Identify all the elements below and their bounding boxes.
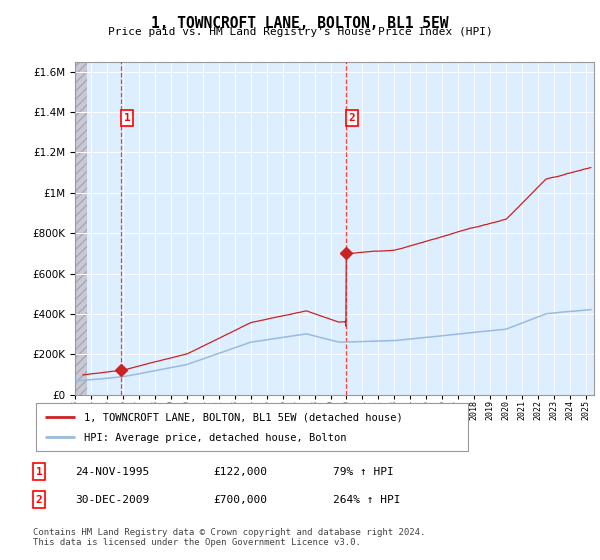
Text: HPI: Average price, detached house, Bolton: HPI: Average price, detached house, Bolt… bbox=[83, 433, 346, 444]
Text: 1: 1 bbox=[35, 466, 43, 477]
Text: Contains HM Land Registry data © Crown copyright and database right 2024.
This d: Contains HM Land Registry data © Crown c… bbox=[33, 528, 425, 547]
Text: £700,000: £700,000 bbox=[213, 494, 267, 505]
Text: 30-DEC-2009: 30-DEC-2009 bbox=[75, 494, 149, 505]
Text: 79% ↑ HPI: 79% ↑ HPI bbox=[333, 466, 394, 477]
FancyBboxPatch shape bbox=[36, 403, 468, 451]
Text: 24-NOV-1995: 24-NOV-1995 bbox=[75, 466, 149, 477]
Text: 264% ↑ HPI: 264% ↑ HPI bbox=[333, 494, 401, 505]
Text: 2: 2 bbox=[349, 113, 355, 123]
Text: 1, TOWNCROFT LANE, BOLTON, BL1 5EW (detached house): 1, TOWNCROFT LANE, BOLTON, BL1 5EW (deta… bbox=[83, 413, 402, 422]
Bar bbox=[75, 62, 87, 395]
Text: £122,000: £122,000 bbox=[213, 466, 267, 477]
Text: 1: 1 bbox=[124, 113, 130, 123]
Text: Price paid vs. HM Land Registry's House Price Index (HPI): Price paid vs. HM Land Registry's House … bbox=[107, 27, 493, 37]
Text: 2: 2 bbox=[35, 494, 43, 505]
Text: 1, TOWNCROFT LANE, BOLTON, BL1 5EW: 1, TOWNCROFT LANE, BOLTON, BL1 5EW bbox=[151, 16, 449, 31]
